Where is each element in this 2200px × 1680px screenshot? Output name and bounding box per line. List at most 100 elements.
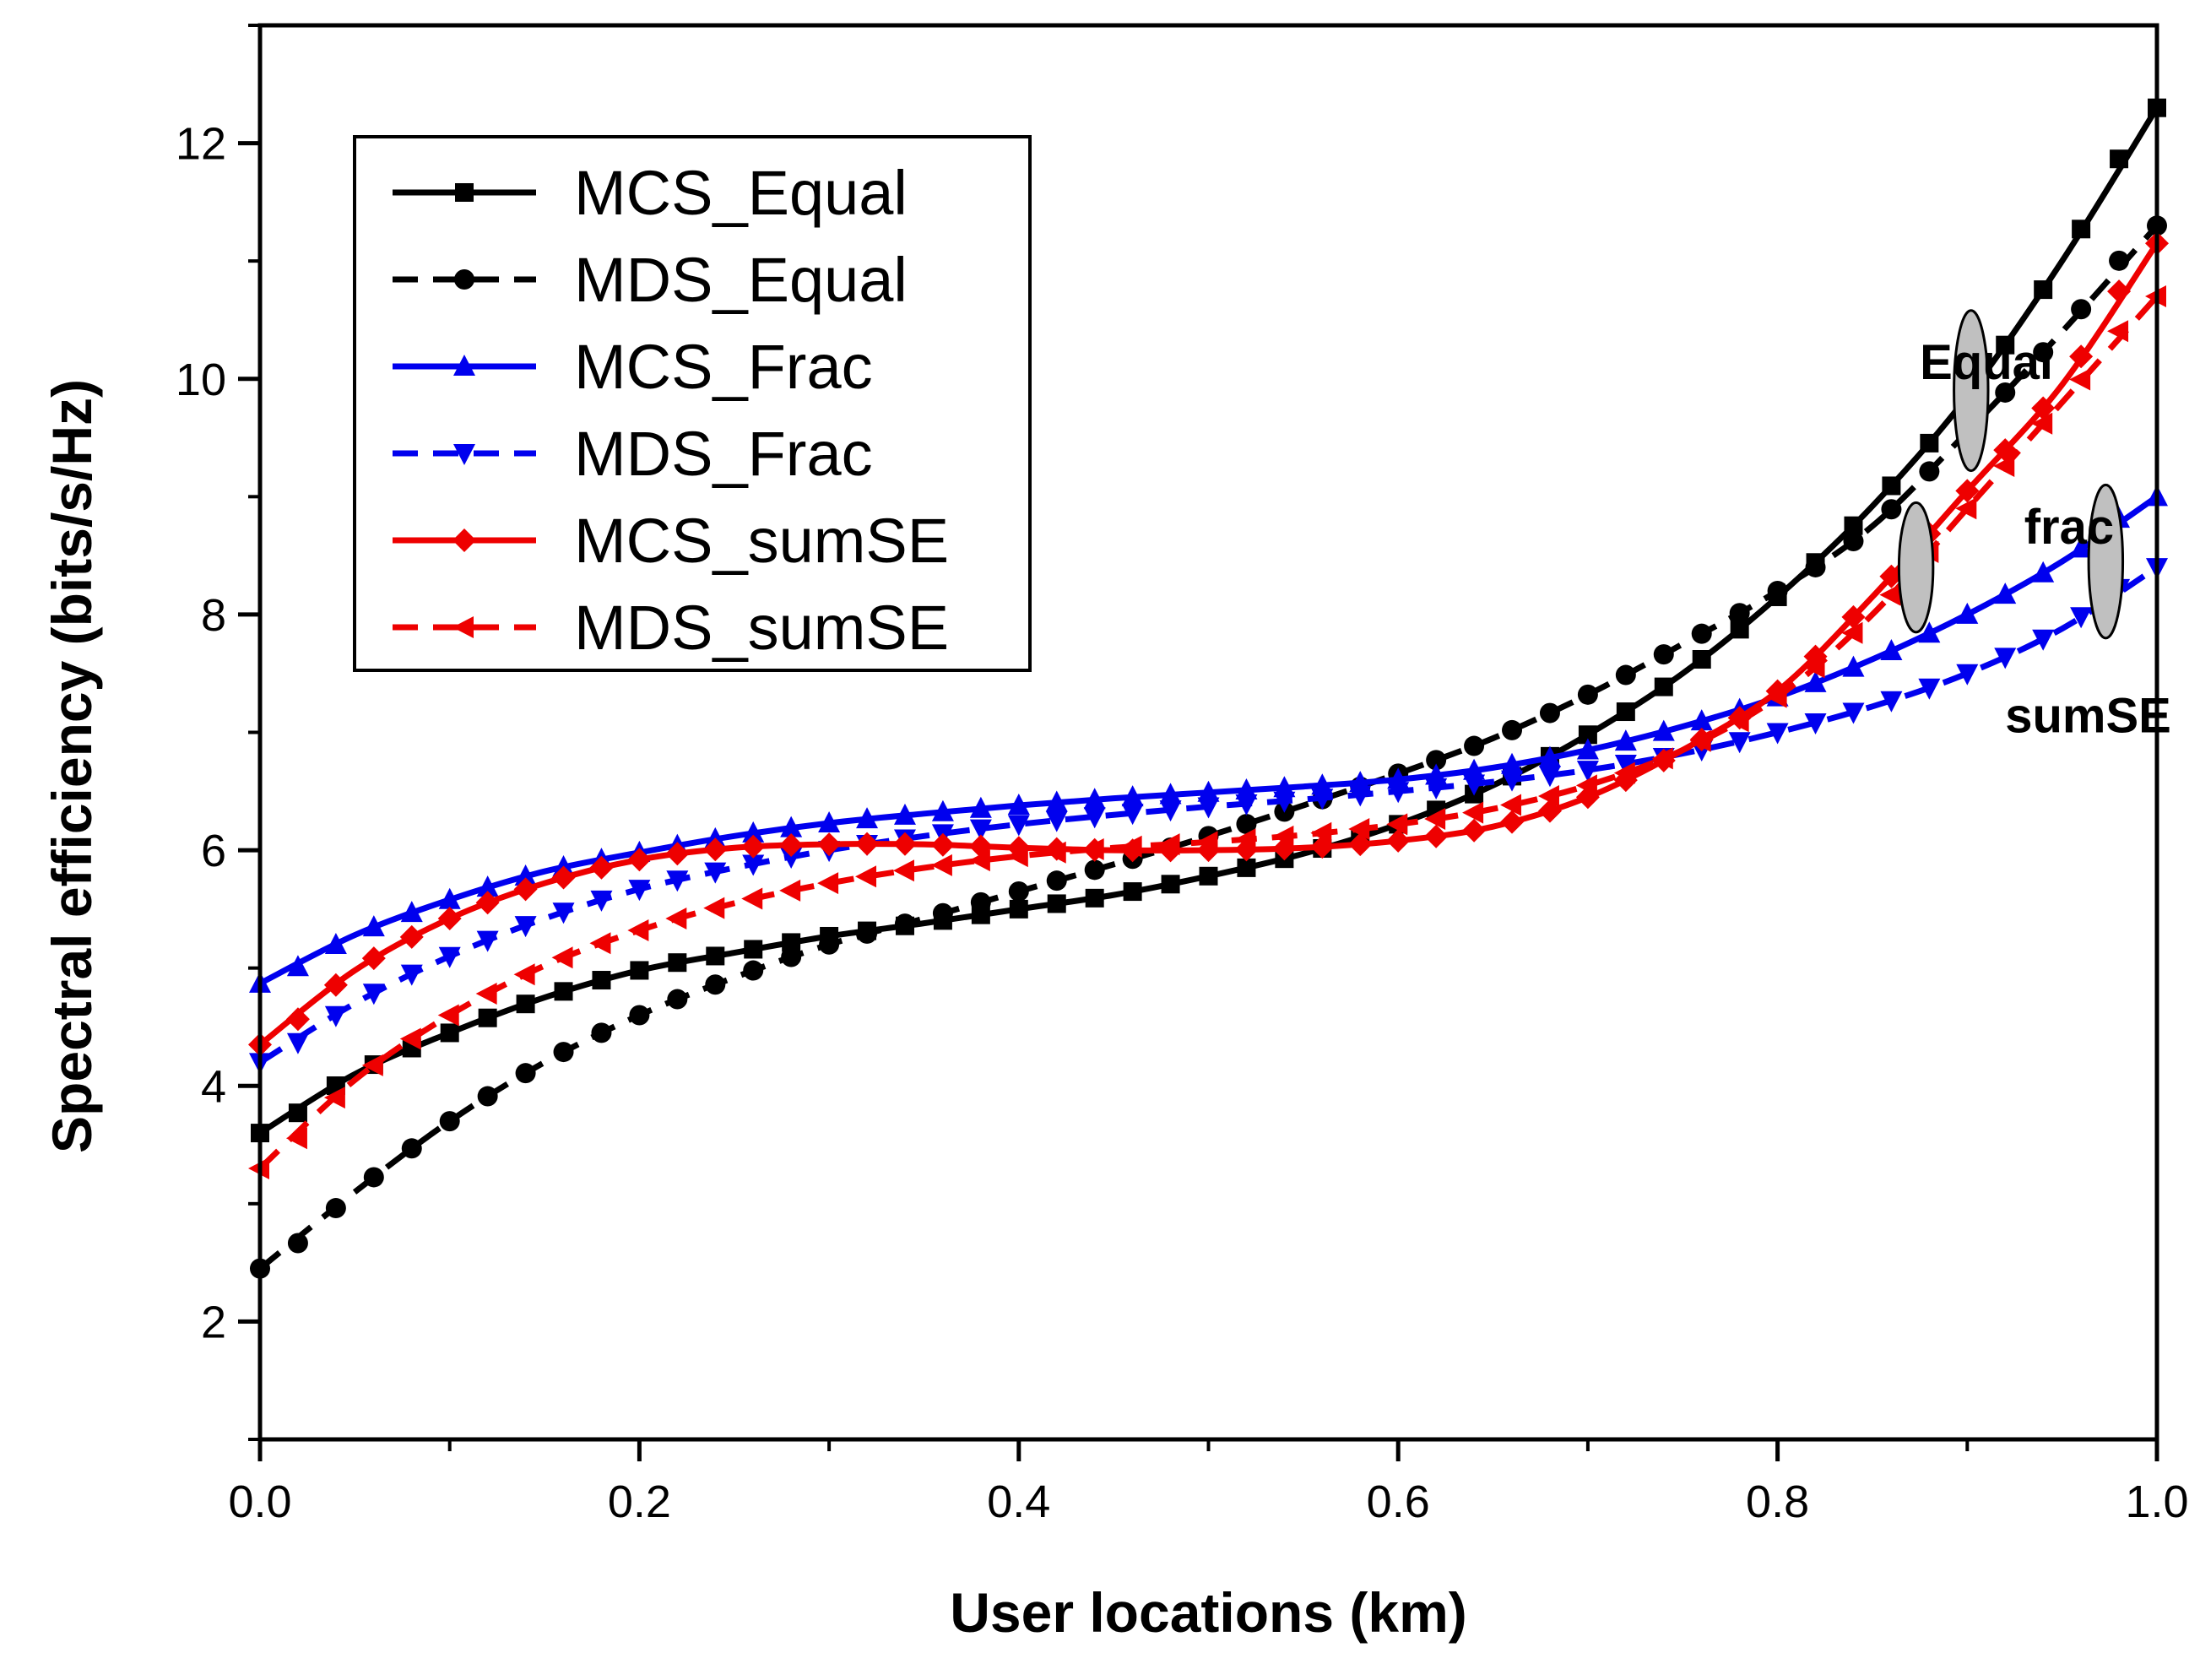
data-point (1161, 875, 1180, 894)
y-axis-title: Spectral efficiency (bits/s/Hz) (41, 379, 103, 1153)
legend-item: MDS_sumSE (393, 593, 949, 663)
data-point (780, 816, 803, 837)
data-point (1918, 621, 1941, 643)
data-point (361, 946, 386, 971)
data-point (665, 908, 687, 930)
annotation-label: frac (2024, 500, 2114, 555)
data-point (1121, 785, 1144, 807)
data-point (1728, 732, 1751, 754)
data-point (516, 994, 535, 1014)
data-point (286, 1032, 309, 1054)
data-point (515, 1063, 536, 1084)
data-point (856, 807, 879, 829)
data-point (1993, 455, 2015, 478)
data-point (400, 901, 423, 923)
x-tick-label: 0.0 (228, 1477, 291, 1527)
data-point (1349, 785, 1372, 807)
data-point (1994, 583, 2017, 604)
data-point (629, 1005, 650, 1026)
x-tick-label: 0.6 (1367, 1477, 1430, 1527)
legend: MCS_Equal MDS_Equal MCS_Frac MDS_Frac MCS_su… (353, 135, 1032, 672)
legend-item: MCS_Frac (393, 332, 873, 402)
plot-area: Equal frac sumSE (248, 98, 2171, 1279)
data-point (1159, 783, 1182, 805)
data-point (817, 832, 842, 857)
data-point (857, 923, 878, 944)
data-point (589, 932, 611, 955)
data-point (551, 946, 573, 969)
data-point (592, 971, 611, 990)
data-point (399, 924, 424, 949)
data-point (704, 862, 727, 884)
y-tick-label: 10 (176, 355, 226, 405)
data-point (1273, 791, 1296, 813)
data-point (742, 821, 765, 843)
data-point (1123, 882, 1142, 902)
data-point (591, 1022, 612, 1043)
data-point (1009, 899, 1028, 919)
legend-label: MDS_sumSE (574, 593, 949, 663)
data-point (1919, 461, 1940, 482)
data-point (1842, 702, 1865, 724)
data-point (1082, 838, 1104, 861)
data-point (1766, 723, 1789, 745)
data-point (2031, 396, 2056, 420)
legend-label: MDS_Frac (574, 419, 873, 489)
data-point (400, 964, 423, 986)
data-point (2032, 629, 2055, 651)
data-point (1918, 678, 1941, 700)
data-point (553, 1042, 574, 1063)
data-point (742, 854, 765, 876)
data-point (513, 877, 538, 902)
data-point (1462, 818, 1487, 843)
data-point (1614, 729, 1637, 751)
data-point (1196, 831, 1218, 854)
data-point (932, 902, 953, 924)
data-point (2071, 299, 2092, 320)
data-point (1424, 824, 1449, 848)
data-point (1538, 745, 1561, 767)
y-tick-label: 2 (201, 1297, 226, 1347)
legend-item: MCS_Equal (393, 158, 908, 228)
data-point (1577, 684, 1598, 705)
data-point (1310, 821, 1332, 844)
data-point (1803, 656, 1825, 679)
data-point (1464, 735, 1485, 756)
data-point (1311, 789, 1334, 810)
data-point (2031, 412, 2053, 435)
data-point (2034, 280, 2053, 300)
data-point (1842, 655, 1865, 677)
data-point (1654, 677, 1673, 696)
data-point (2070, 536, 2093, 558)
data-point (1995, 382, 2016, 403)
data-point (1121, 804, 1144, 826)
data-point (478, 1008, 497, 1027)
data-point (1046, 870, 1067, 891)
legend-marker (455, 183, 474, 202)
series-MCS_Frac (249, 485, 2168, 993)
data-point (1424, 807, 1446, 830)
data-point (475, 891, 500, 915)
data-point (627, 848, 652, 872)
data-point (1804, 713, 1827, 735)
data-point (1539, 702, 1560, 723)
data-point (1501, 752, 1524, 774)
data-point (399, 1027, 421, 1050)
data-point (1996, 335, 2015, 355)
data-point (630, 961, 649, 980)
data-point (1386, 828, 1411, 853)
data-point (552, 902, 575, 924)
data-point (1085, 888, 1104, 908)
data-point (1386, 813, 1408, 836)
data-point (439, 1111, 460, 1132)
data-point (1006, 845, 1028, 868)
data-point (2107, 320, 2129, 343)
x-axis-title: User locations (km) (950, 1581, 1467, 1644)
data-point (627, 919, 649, 941)
data-point (1880, 691, 1903, 713)
data-point (2107, 279, 2132, 304)
data-point (1841, 621, 1863, 644)
data-point (1767, 581, 1788, 601)
data-point (968, 849, 990, 872)
data-point (1500, 794, 1522, 816)
